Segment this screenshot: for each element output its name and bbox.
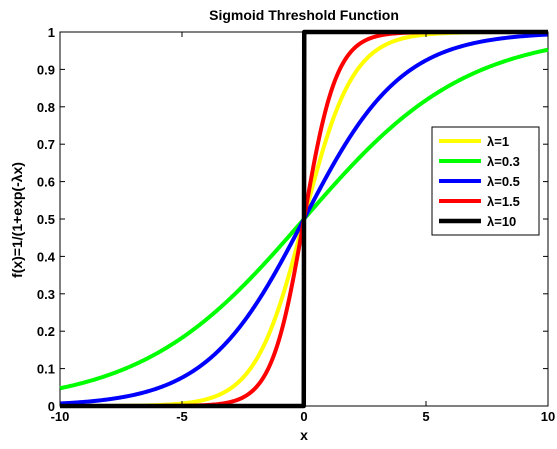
legend-label: λ=0.5: [487, 174, 520, 189]
x-axis-label: x: [300, 427, 308, 443]
y-tick-label: 0: [48, 399, 55, 414]
y-tick-label: 0.2: [37, 324, 55, 339]
y-tick-label: 0.1: [37, 362, 55, 377]
x-tick-label: 5: [422, 409, 429, 424]
legend-label: λ=1: [487, 134, 509, 149]
x-tick-label: -10: [51, 409, 70, 424]
x-tick-label: 10: [541, 409, 555, 424]
y-axis-ticks: 0 0.1 0.2 0.3 0.4 0.5 0.6 0.7 0.8 0.9 1: [37, 25, 548, 414]
legend-label: λ=0.3: [487, 154, 520, 169]
x-tick-label: -5: [176, 409, 188, 424]
x-tick-label: 0: [300, 409, 307, 424]
y-tick-label: 0.3: [37, 287, 55, 302]
chart-title: Sigmoid Threshold Function: [209, 7, 399, 23]
legend-label: λ=1.5: [487, 194, 520, 209]
x-axis-ticks: -10 -5 0 5 10: [51, 32, 555, 424]
y-tick-label: 0.7: [37, 137, 55, 152]
legend-label: λ=10: [487, 214, 516, 229]
y-tick-label: 0.9: [37, 62, 55, 77]
legend: λ=1 λ=0.3 λ=0.5 λ=1.5 λ=10: [431, 126, 540, 236]
y-tick-label: 1: [48, 25, 55, 40]
y-tick-label: 0.8: [37, 100, 55, 115]
y-tick-label: 0.6: [37, 175, 55, 190]
y-tick-label: 0.4: [37, 249, 56, 264]
y-axis-label: f(x)=1/(1+exp(-λx): [9, 162, 25, 278]
y-tick-label: 0.5: [37, 212, 55, 227]
